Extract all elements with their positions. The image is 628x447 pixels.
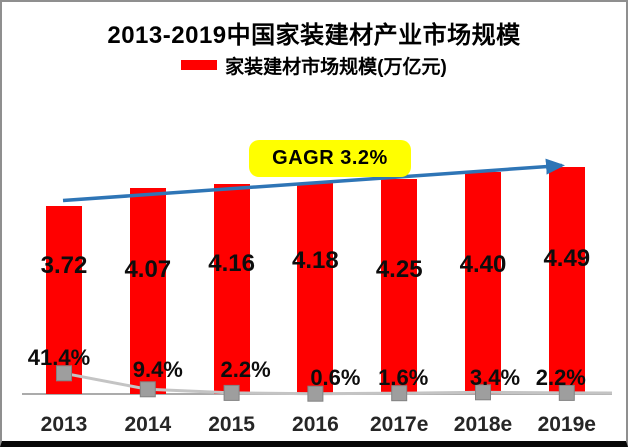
growth-rate-label-2017e: 1.6% <box>378 365 429 390</box>
growth-rate-label-2014: 9.4% <box>132 357 183 382</box>
growth-rate-label-2013: 41.4% <box>27 345 91 370</box>
bar-2018e <box>465 171 501 394</box>
x-axis-label-2014: 2014 <box>124 413 172 436</box>
x-axis-label-2013: 2013 <box>40 413 88 436</box>
x-axis-label-2017e: 2017e <box>369 413 429 436</box>
bar-value-label-2015: 4.16 <box>208 250 255 277</box>
bar-2015 <box>213 183 250 394</box>
legend-label: 家装建材市场规模(万亿元) <box>225 56 447 78</box>
bar-value-label-2013: 3.72 <box>40 252 88 279</box>
bar-2017e <box>381 179 418 394</box>
growth-rate-label-2019e: 2.2% <box>535 365 586 390</box>
x-axis-label-2016: 2016 <box>292 413 339 436</box>
growth-rate-label-2015: 2.2% <box>220 357 271 382</box>
bar-2016 <box>297 182 334 394</box>
x-axis-label-2019e: 2019e <box>537 413 596 436</box>
bar-2013 <box>46 206 82 394</box>
bar-value-label-2014: 4.07 <box>124 256 172 283</box>
chart-title: 2013-2019中国家装建材产业市场规模 <box>107 22 521 49</box>
legend: 家装建材市场规模(万亿元) <box>2 52 626 78</box>
bar-value-label-2019e: 4.49 <box>543 245 591 272</box>
cagr-annotation-box: GAGR 3.2% <box>249 140 411 177</box>
bar-value-label-2017e: 4.25 <box>375 256 423 283</box>
legend-swatch-icon <box>181 60 218 70</box>
x-axis-label-2018e: 2018e <box>453 413 513 436</box>
x-axis-label-2015: 2015 <box>208 413 255 436</box>
bar-value-label-2018e: 4.40 <box>459 251 507 278</box>
bar-value-label-2016: 4.18 <box>292 247 339 274</box>
bar-2014 <box>129 188 166 394</box>
bar-2019e <box>548 167 585 394</box>
cagr-annotation-label: GAGR 3.2% <box>272 147 388 169</box>
